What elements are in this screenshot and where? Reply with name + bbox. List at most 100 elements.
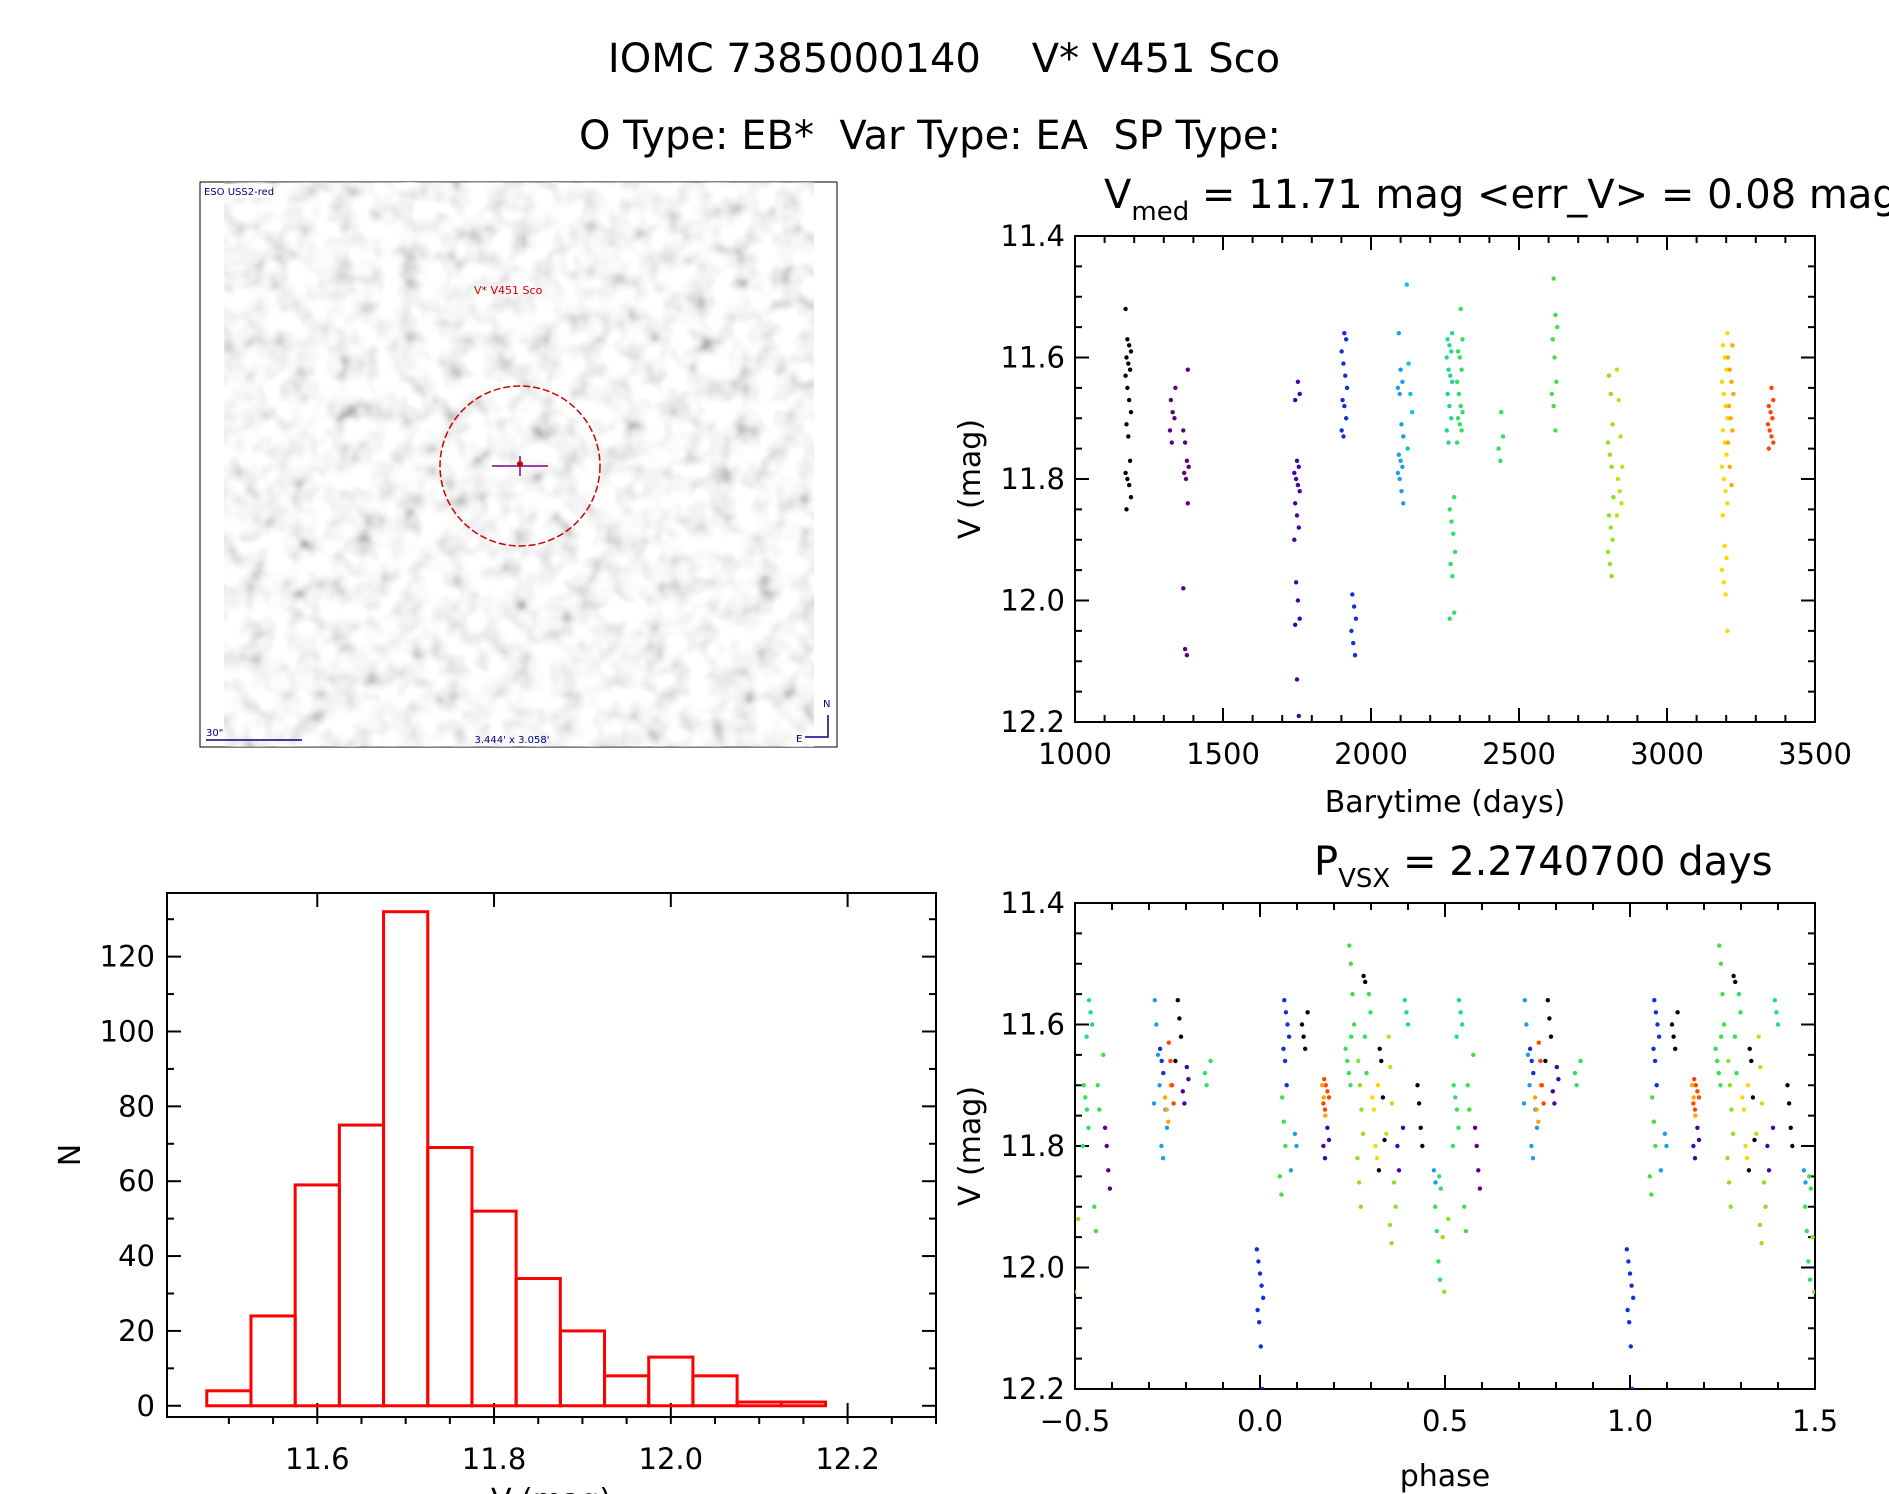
phase-plot-point	[1208, 1058, 1213, 1064]
finder-survey-label: ESO USS2-red	[204, 187, 274, 198]
phase-plot-point	[1715, 1058, 1720, 1064]
light-curve-point	[1610, 422, 1615, 427]
phase-plot-point	[1255, 1307, 1260, 1313]
phase-plot-point	[1257, 1271, 1263, 1276]
phase-plot-point	[1552, 1101, 1557, 1106]
light-curve-point	[1182, 646, 1188, 652]
phase-plot-point	[1168, 1058, 1173, 1064]
phase-plot-point	[1740, 1095, 1745, 1100]
phase-plot-point	[1178, 1034, 1184, 1039]
phase-plot-point	[1364, 1070, 1369, 1076]
light-curve-point	[1168, 397, 1174, 403]
light-curve-point	[1769, 434, 1774, 439]
phase-plot-point	[1382, 1137, 1387, 1143]
phase-plot-point	[1721, 1022, 1727, 1027]
light-curve-point	[1496, 446, 1501, 451]
light-curve-point	[1449, 331, 1455, 336]
phase-plot-point	[1669, 1022, 1675, 1027]
light-curve-point	[1729, 379, 1734, 384]
phase-plot-point	[1080, 1143, 1086, 1149]
phase-plot-point	[1386, 1034, 1391, 1039]
phase-plot-point	[1727, 1083, 1733, 1088]
light-curve-point	[1722, 543, 1727, 549]
phase-plot-point	[1279, 1192, 1284, 1197]
light-curve-point	[1766, 446, 1772, 451]
light-curve-xtick-label: 3000	[1630, 737, 1704, 771]
phase-plot-point	[1415, 1083, 1420, 1088]
phase-plot-xtick-label: 1.5	[1792, 1404, 1838, 1438]
light-curve-point	[1457, 355, 1463, 360]
phase-plot-ytick-label: 11.4	[1000, 886, 1065, 920]
phase-plot-point	[1254, 1247, 1260, 1252]
phase-plot-point	[1758, 1064, 1763, 1070]
light-curve-point	[1181, 586, 1186, 591]
light-curve-point	[1552, 355, 1557, 360]
light-curve-point	[1395, 470, 1401, 476]
light-curve-point	[1296, 713, 1302, 719]
phase-plot-point	[1462, 1204, 1467, 1209]
phase-plot-point	[1173, 1058, 1178, 1064]
phase-plot-point	[1202, 1070, 1208, 1076]
light-curve-point	[1726, 403, 1732, 409]
phase-plot-point	[1745, 1083, 1751, 1088]
light-curve-point	[1724, 452, 1729, 457]
phase-plot-point	[1803, 1180, 1808, 1185]
phase-plot-point	[1803, 1204, 1808, 1209]
light-curve-point	[1457, 422, 1463, 427]
phase-plot-point	[1321, 1143, 1326, 1149]
light-curve-point	[1771, 397, 1776, 403]
phase-plot-point	[1624, 1247, 1630, 1252]
phase-plot-point	[1476, 1168, 1481, 1173]
light-curve-point	[1605, 440, 1611, 445]
phase-plot-point	[1388, 1064, 1393, 1070]
histogram-xtick-label: 11.6	[285, 1442, 350, 1476]
light-curve-point	[1125, 385, 1130, 391]
phase-plot-point	[1527, 1083, 1532, 1088]
phase-plot-point	[1356, 1180, 1362, 1185]
phase-plot-point	[1785, 1083, 1790, 1088]
phase-plot-point	[1437, 1174, 1442, 1179]
phase-plot-point	[1554, 1064, 1560, 1070]
phase-plot-point	[1656, 1034, 1662, 1039]
phase-plot-point	[1377, 1046, 1382, 1052]
light-curve-point	[1447, 507, 1452, 512]
light-curve-point	[1731, 391, 1736, 397]
finder-fov-label: 3.444' x 3.058'	[474, 735, 549, 746]
phase-plot-point	[1393, 1204, 1398, 1209]
phase-plot-point	[1534, 1107, 1539, 1112]
phase-plot-point	[1166, 1040, 1172, 1045]
phase-plot-point	[1161, 1070, 1166, 1076]
phase-plot-point	[1260, 1386, 1265, 1389]
phase-plot-point	[1404, 1010, 1409, 1015]
phase-plot-point	[1258, 1344, 1264, 1349]
histogram-bar	[293, 1183, 341, 1408]
light-curve-point	[1725, 628, 1730, 634]
light-curve-point	[1721, 580, 1727, 585]
phase-plot-point	[1765, 1143, 1770, 1149]
phase-plot-point	[1184, 1064, 1190, 1070]
phase-plot-point	[1066, 1259, 1070, 1263]
light-curve-point	[1169, 440, 1174, 445]
histogram-xlabel: V (mag)	[491, 1483, 611, 1494]
light-curve-point	[1729, 482, 1734, 488]
light-curve-point	[1555, 324, 1560, 330]
phase-plot-point	[1456, 1125, 1461, 1130]
histogram-bar	[470, 1209, 518, 1408]
phase-plot-point	[1750, 1095, 1756, 1100]
finder-target-marker	[517, 461, 523, 467]
light-curve-point	[1294, 458, 1300, 463]
phase-plot-point	[1387, 1222, 1393, 1228]
phase-plot-point	[1164, 1107, 1169, 1112]
phase-plot-point	[1734, 1070, 1739, 1076]
phase-plot-point	[1651, 1119, 1657, 1124]
phase-plot-point	[1420, 1143, 1425, 1149]
phase-plot-point	[1155, 1052, 1161, 1058]
light-curve-point	[1293, 476, 1299, 482]
light-curve-point	[1550, 337, 1555, 342]
phase-plot-points	[1066, 943, 1815, 1389]
phase-plot-point	[1726, 1180, 1732, 1185]
histogram-axes	[166, 892, 937, 1418]
phase-plot-title: PVSX = 2.2740700 days	[1225, 839, 1836, 894]
phase-plot-point	[1629, 1283, 1634, 1288]
phase-plot-point	[1360, 1131, 1366, 1137]
